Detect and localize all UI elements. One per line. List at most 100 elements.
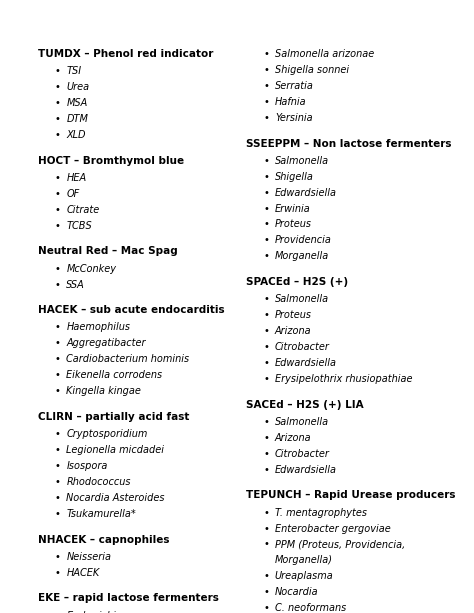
Text: •: • — [263, 219, 269, 229]
Text: MSA: MSA — [66, 98, 88, 108]
Text: C. neoformans: C. neoformans — [275, 603, 346, 613]
Text: Shigella sonnei: Shigella sonnei — [275, 65, 349, 75]
Text: Urea: Urea — [66, 82, 90, 92]
Text: Rhodococcus: Rhodococcus — [66, 477, 131, 487]
Text: Aggregatibacter: Aggregatibacter — [66, 338, 146, 348]
Text: •: • — [55, 189, 60, 199]
Text: •: • — [263, 433, 269, 443]
Text: •: • — [55, 477, 60, 487]
Text: •: • — [55, 445, 60, 455]
Text: Nocardia: Nocardia — [275, 587, 319, 597]
Text: •: • — [263, 156, 269, 166]
Text: •: • — [55, 130, 60, 140]
Text: Serratia: Serratia — [275, 81, 314, 91]
Text: •: • — [263, 294, 269, 304]
Text: HOCT – Bromthymol blue: HOCT – Bromthymol blue — [38, 156, 184, 166]
Text: •: • — [263, 310, 269, 320]
Text: Providencia: Providencia — [275, 235, 332, 245]
Text: McConkey: McConkey — [66, 264, 116, 273]
Text: Isospora: Isospora — [66, 461, 108, 471]
Text: Nocardia Asteroides: Nocardia Asteroides — [66, 493, 165, 503]
Text: •: • — [55, 98, 60, 108]
Text: Neisseria: Neisseria — [66, 552, 111, 562]
Text: Salmonella: Salmonella — [275, 156, 329, 166]
Text: TCBS: TCBS — [66, 221, 92, 230]
Text: Proteus: Proteus — [275, 219, 312, 229]
Text: •: • — [55, 205, 60, 215]
Text: Shigella: Shigella — [275, 172, 314, 181]
Text: HACEK: HACEK — [66, 568, 100, 577]
Text: •: • — [55, 264, 60, 273]
Text: Enterobacter gergoviae: Enterobacter gergoviae — [275, 524, 391, 533]
Text: Morganella): Morganella) — [275, 555, 333, 565]
Text: •: • — [263, 449, 269, 459]
Text: •: • — [55, 173, 60, 183]
Text: Ureaplasma: Ureaplasma — [275, 571, 334, 581]
Text: SACEd – H2S (+) LIA: SACEd – H2S (+) LIA — [246, 400, 364, 409]
Text: •: • — [55, 370, 60, 380]
Text: Arizona: Arizona — [275, 433, 311, 443]
Text: Arizona: Arizona — [275, 326, 311, 336]
Text: •: • — [263, 65, 269, 75]
Text: Edwardsiella: Edwardsiella — [275, 465, 337, 474]
Text: Citrobacter: Citrobacter — [275, 342, 330, 352]
Text: HEA: HEA — [66, 173, 86, 183]
Text: •: • — [263, 251, 269, 261]
Text: DTM: DTM — [66, 114, 88, 124]
Text: TSI: TSI — [66, 66, 82, 76]
Text: Kingella kingae: Kingella kingae — [66, 386, 141, 396]
Text: •: • — [55, 552, 60, 562]
Text: •: • — [55, 66, 60, 76]
Text: Citrobacter: Citrobacter — [275, 449, 330, 459]
Text: •: • — [55, 611, 60, 613]
Text: •: • — [263, 603, 269, 613]
Text: •: • — [55, 82, 60, 92]
Text: Citrate: Citrate — [66, 205, 100, 215]
Text: Edwardsiella: Edwardsiella — [275, 358, 337, 368]
Text: T. mentagrophytes: T. mentagrophytes — [275, 508, 367, 517]
Text: •: • — [263, 524, 269, 533]
Text: SSEEPPM – Non lactose fermenters: SSEEPPM – Non lactose fermenters — [246, 139, 452, 148]
Text: TUMDX – Phenol red indicator: TUMDX – Phenol red indicator — [38, 49, 213, 59]
Text: •: • — [55, 221, 60, 230]
Text: •: • — [55, 461, 60, 471]
Text: •: • — [263, 113, 269, 123]
Text: SPACEd – H2S (+): SPACEd – H2S (+) — [246, 277, 348, 287]
Text: •: • — [263, 172, 269, 181]
Text: •: • — [263, 342, 269, 352]
Text: •: • — [55, 493, 60, 503]
Text: •: • — [263, 571, 269, 581]
Text: •: • — [55, 354, 60, 364]
Text: •: • — [55, 322, 60, 332]
Text: XLD: XLD — [66, 130, 86, 140]
Text: SSA: SSA — [66, 280, 85, 289]
Text: Cardiobacterium hominis: Cardiobacterium hominis — [66, 354, 190, 364]
Text: NHACEK – capnophiles: NHACEK – capnophiles — [38, 535, 169, 544]
Text: OF: OF — [66, 189, 80, 199]
Text: •: • — [55, 568, 60, 577]
Text: •: • — [263, 539, 269, 549]
Text: Proteus: Proteus — [275, 310, 312, 320]
Text: Neutral Red – Mac Spag: Neutral Red – Mac Spag — [38, 246, 178, 256]
Text: Salmonella: Salmonella — [275, 417, 329, 427]
Text: •: • — [55, 386, 60, 396]
Text: •: • — [55, 280, 60, 289]
Text: •: • — [263, 374, 269, 384]
Text: •: • — [263, 49, 269, 59]
Text: •: • — [263, 417, 269, 427]
Text: Edwardsiella: Edwardsiella — [275, 188, 337, 197]
Text: Tsukamurella*: Tsukamurella* — [66, 509, 136, 519]
Text: •: • — [263, 188, 269, 197]
Text: Haemophilus: Haemophilus — [66, 322, 130, 332]
Text: •: • — [263, 508, 269, 517]
Text: •: • — [55, 338, 60, 348]
Text: •: • — [263, 97, 269, 107]
Text: •: • — [263, 587, 269, 597]
Text: Escherichia: Escherichia — [66, 611, 122, 613]
Text: Cryptosporidium: Cryptosporidium — [66, 429, 148, 439]
Text: Legionella micdadei: Legionella micdadei — [66, 445, 164, 455]
Text: Salmonella arizonae: Salmonella arizonae — [275, 49, 374, 59]
Text: •: • — [263, 204, 269, 213]
Text: •: • — [55, 429, 60, 439]
Text: Erwinia: Erwinia — [275, 204, 310, 213]
